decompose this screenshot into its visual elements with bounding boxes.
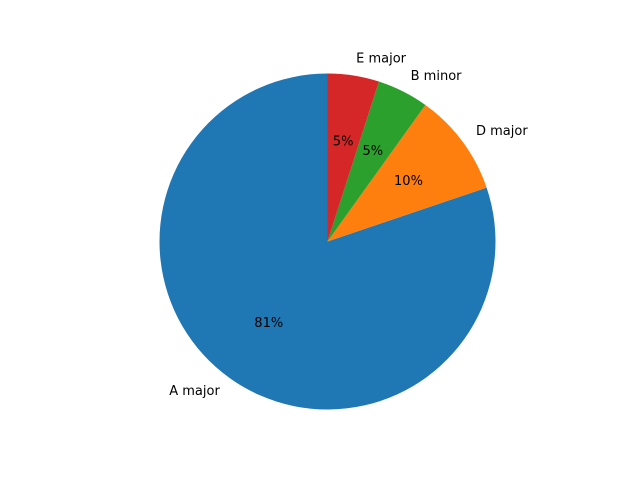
slice-percent-e-major: 5% (333, 134, 354, 149)
slice-percent-d-major: 10% (394, 174, 423, 189)
slice-label-e-major: E major (356, 51, 407, 66)
slice-percent-a-major: 81% (254, 316, 283, 331)
pie-slices (160, 74, 496, 410)
slice-label-d-major: D major (476, 124, 528, 139)
slice-percent-b-minor: 5% (363, 144, 384, 159)
slice-label-b-minor: B minor (411, 69, 463, 84)
slice-label-a-major: A major (169, 384, 220, 399)
